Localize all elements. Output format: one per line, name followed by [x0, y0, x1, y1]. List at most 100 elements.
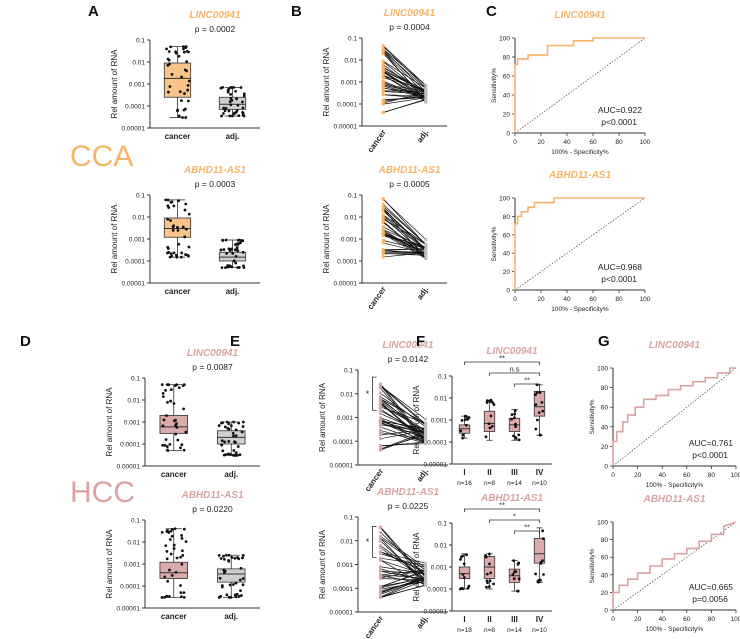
- x-tick-label: 80: [708, 472, 716, 479]
- data-point: [235, 592, 239, 596]
- data-point: [467, 416, 471, 419]
- panel-letter-e: E: [230, 333, 240, 350]
- y-tick-label: 0.0001: [337, 102, 357, 109]
- data-point: [181, 116, 184, 119]
- data-point: [512, 559, 516, 563]
- y-tick-label: 0.01: [132, 215, 145, 222]
- y-tick-label: 20: [503, 112, 511, 119]
- data-point: [167, 58, 171, 62]
- data-point: [460, 418, 464, 422]
- data-point: [182, 595, 186, 599]
- y-tick-label: 0.00001: [122, 281, 146, 288]
- x-tick-label: cancer: [161, 612, 187, 621]
- pair-line: [380, 575, 426, 584]
- pair-line: [383, 226, 426, 251]
- significance-bracket: [514, 383, 540, 387]
- data-point: [485, 585, 488, 589]
- pair-line: [380, 398, 426, 435]
- data-point: [487, 585, 491, 589]
- y-tick-label: 0.0001: [333, 586, 353, 593]
- x-tick-label: 60: [683, 472, 691, 479]
- adj-point: [424, 247, 428, 251]
- y-tick-label: 80: [503, 214, 511, 221]
- data-point: [165, 594, 169, 598]
- x-tick-label: 40: [659, 472, 667, 479]
- adj-point: [423, 565, 428, 570]
- cancer-point: [381, 62, 385, 67]
- diagonal-reference: [514, 197, 646, 291]
- cancer-point: [381, 76, 385, 80]
- data-point: [241, 553, 245, 557]
- data-point: [184, 227, 188, 231]
- data-point: [516, 589, 520, 593]
- p-value: p = 0.0225: [388, 501, 429, 511]
- y-axis-label: Rel amount of RNA: [105, 529, 114, 599]
- roc-chart-C: 0 20 40 60 80 100 0 20 40 60 80 100 ABHD11-AS1 AUC=0.…: [491, 170, 651, 313]
- pair-line: [380, 441, 426, 447]
- y-tick-label: 0.1: [131, 376, 140, 383]
- data-point: [169, 200, 173, 204]
- pair-line: [383, 97, 426, 105]
- y-tick-label: 40: [503, 93, 511, 100]
- data-point: [167, 50, 171, 53]
- data-point: [459, 429, 463, 433]
- pair-line: [380, 383, 426, 441]
- data-point: [169, 45, 173, 49]
- x-tick-label: 0: [611, 472, 615, 479]
- n-label: n=8: [484, 480, 495, 487]
- data-point: [240, 556, 244, 560]
- data-point: [177, 242, 181, 246]
- box-IV: [533, 537, 546, 564]
- pair-line: [380, 537, 426, 571]
- data-point: [234, 451, 238, 455]
- p-value: p = 0.0220: [192, 504, 233, 514]
- data-point: [165, 414, 168, 417]
- y-tick-label: 0.001: [129, 237, 146, 244]
- pair-line: [380, 418, 426, 444]
- data-point: [228, 114, 232, 118]
- data-point: [184, 540, 188, 544]
- data-point: [514, 422, 517, 426]
- data-point: [514, 436, 517, 439]
- adj-point: [423, 574, 428, 578]
- cancer-point: [378, 530, 383, 534]
- cancer-point: [381, 73, 385, 77]
- pair-line: [380, 551, 426, 564]
- chart-title: ABHD11-AS1: [642, 494, 705, 505]
- pair-line: [380, 569, 426, 576]
- y-tick-label: 0.00001: [330, 463, 354, 470]
- cancer-point: [381, 69, 385, 73]
- panel-letter-c: C: [486, 3, 497, 20]
- data-point: [220, 439, 224, 443]
- x-tick-label: 100: [640, 296, 651, 303]
- y-tick-label: 0.00001: [117, 606, 141, 613]
- x-tick-label: 100: [731, 472, 740, 479]
- pair-line: [383, 83, 426, 92]
- data-point: [538, 391, 542, 395]
- x-tick-label: 60: [683, 616, 691, 623]
- data-point: [241, 583, 245, 587]
- data-point: [176, 108, 179, 112]
- data-point: [235, 453, 239, 457]
- data-point: [166, 90, 170, 94]
- x-tick-label: 40: [563, 296, 571, 303]
- pair-line: [383, 60, 426, 89]
- data-point: [175, 556, 179, 560]
- data-point: [489, 571, 493, 575]
- x-tick-label: 40: [563, 139, 571, 146]
- auc-p-label: p<0.0001: [692, 450, 728, 460]
- y-tick-label: 20: [601, 590, 609, 597]
- significance-bracket: [489, 519, 540, 523]
- data-point: [177, 114, 181, 118]
- data-point: [184, 430, 188, 434]
- data-point: [229, 424, 233, 428]
- data-point: [221, 86, 224, 89]
- data-point: [222, 248, 226, 251]
- data-point: [517, 433, 521, 437]
- data-point: [182, 108, 186, 112]
- data-point: [176, 228, 180, 232]
- n-label: n=8: [484, 627, 495, 634]
